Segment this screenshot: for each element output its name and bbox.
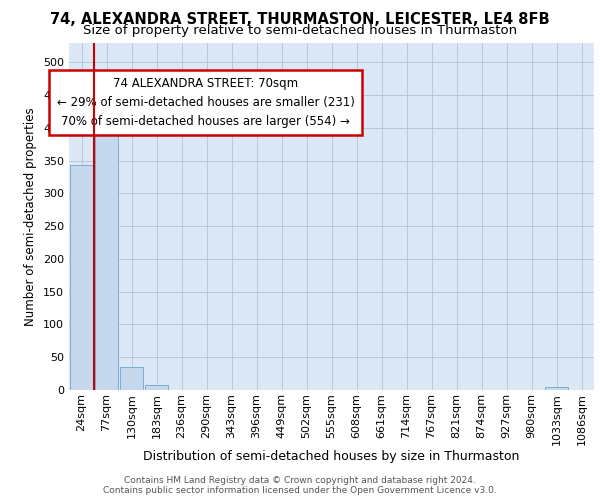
Text: 74 ALEXANDRA STREET: 70sqm
← 29% of semi-detached houses are smaller (231)
70% o: 74 ALEXANDRA STREET: 70sqm ← 29% of semi… (56, 78, 355, 128)
X-axis label: Distribution of semi-detached houses by size in Thurmaston: Distribution of semi-detached houses by … (143, 450, 520, 463)
Bar (120, 367, 143, 390)
Text: 74, ALEXANDRA STREET, THURMASTON, LEICESTER, LE4 8FB: 74, ALEXANDRA STREET, THURMASTON, LEICES… (50, 12, 550, 28)
Bar (95, 114, 118, 390)
Text: Size of property relative to semi-detached houses in Thurmaston: Size of property relative to semi-detach… (83, 24, 517, 37)
Bar (70, 165, 93, 390)
Bar (545, 386, 568, 390)
Text: Contains HM Land Registry data © Crown copyright and database right 2024.
Contai: Contains HM Land Registry data © Crown c… (103, 476, 497, 495)
Bar (145, 386, 168, 390)
Y-axis label: Number of semi-detached properties: Number of semi-detached properties (25, 107, 37, 326)
